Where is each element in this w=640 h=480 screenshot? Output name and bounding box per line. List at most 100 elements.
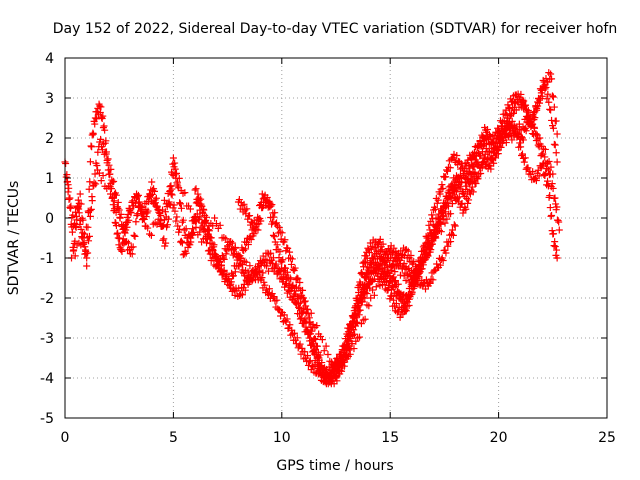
data-point — [551, 141, 559, 149]
data-point — [443, 194, 451, 202]
data-point — [117, 246, 125, 254]
data-point — [552, 149, 560, 157]
data-point — [474, 175, 482, 183]
data-point — [398, 306, 406, 314]
data-point — [275, 224, 283, 232]
data-point — [287, 260, 295, 268]
data-point — [215, 262, 223, 270]
data-point — [305, 329, 313, 337]
data-point — [372, 283, 380, 291]
data-point — [535, 99, 543, 107]
y-tick-label: 0 — [45, 211, 54, 227]
data-point — [206, 239, 214, 247]
data-point — [555, 226, 563, 234]
data-point — [299, 286, 307, 294]
data-point — [231, 244, 239, 252]
data-point — [210, 243, 218, 251]
data-point — [392, 300, 400, 308]
data-point — [177, 204, 185, 212]
data-point — [72, 208, 80, 216]
grid — [65, 58, 607, 418]
data-point — [281, 270, 289, 278]
data-point — [439, 184, 447, 192]
data-point — [497, 122, 505, 130]
data-point — [114, 229, 122, 237]
data-point — [419, 258, 427, 266]
data-point — [243, 205, 251, 213]
data-point — [211, 214, 219, 222]
data-point — [97, 177, 105, 185]
data-point — [292, 299, 300, 307]
data-point — [176, 225, 184, 233]
y-tick-label: -5 — [40, 411, 54, 427]
data-point — [332, 365, 340, 373]
data-point — [86, 158, 94, 166]
data-point — [508, 136, 516, 144]
data-point — [373, 250, 381, 258]
data-point — [112, 222, 120, 230]
data-point — [385, 284, 393, 292]
data-point — [399, 310, 407, 318]
data-point — [91, 114, 99, 122]
data-point — [220, 255, 228, 263]
data-point — [551, 194, 559, 202]
data-point — [304, 330, 312, 338]
data-point — [251, 264, 259, 272]
data-point — [181, 189, 189, 197]
data-point — [182, 225, 190, 233]
data-point — [524, 107, 532, 114]
data-point — [197, 195, 205, 203]
data-point — [128, 198, 136, 206]
data-point — [279, 256, 287, 264]
data-point — [114, 198, 122, 206]
data-point — [426, 279, 434, 287]
data-points — [61, 69, 563, 388]
data-point — [152, 194, 160, 202]
data-point — [486, 148, 494, 156]
data-point — [119, 225, 127, 233]
data-point — [121, 229, 129, 237]
data-point — [270, 213, 278, 221]
data-point — [379, 240, 387, 248]
data-point — [263, 262, 271, 270]
data-point — [311, 335, 319, 343]
data-point — [85, 237, 93, 245]
data-point — [212, 220, 220, 228]
data-point — [168, 185, 176, 193]
data-point — [307, 341, 315, 349]
data-point — [265, 285, 273, 293]
data-point — [503, 111, 511, 119]
data-point — [528, 120, 536, 128]
data-point — [304, 352, 312, 360]
data-point — [132, 218, 140, 226]
data-point — [539, 160, 547, 168]
y-tick-label: 1 — [45, 171, 54, 187]
data-point — [451, 222, 459, 230]
data-point — [519, 136, 527, 144]
data-point — [87, 205, 95, 213]
data-point — [333, 377, 341, 385]
data-point — [550, 103, 558, 111]
data-point — [350, 313, 358, 321]
data-point — [291, 264, 299, 272]
data-point — [550, 140, 558, 148]
data-point — [173, 178, 181, 186]
data-point — [293, 274, 301, 282]
data-point — [299, 308, 307, 316]
data-point — [145, 192, 153, 200]
data-point — [71, 237, 79, 245]
data-point — [64, 188, 72, 196]
data-point — [367, 294, 375, 302]
data-point — [129, 197, 137, 205]
data-point — [306, 318, 314, 326]
data-point — [418, 265, 426, 273]
data-point — [219, 254, 227, 262]
data-point — [477, 170, 485, 178]
data-point — [324, 350, 332, 358]
data-point — [377, 247, 385, 255]
data-point — [334, 366, 342, 374]
data-point — [497, 143, 505, 151]
data-point — [518, 150, 526, 158]
data-point — [124, 239, 132, 247]
x-tick-label: 5 — [169, 430, 178, 446]
